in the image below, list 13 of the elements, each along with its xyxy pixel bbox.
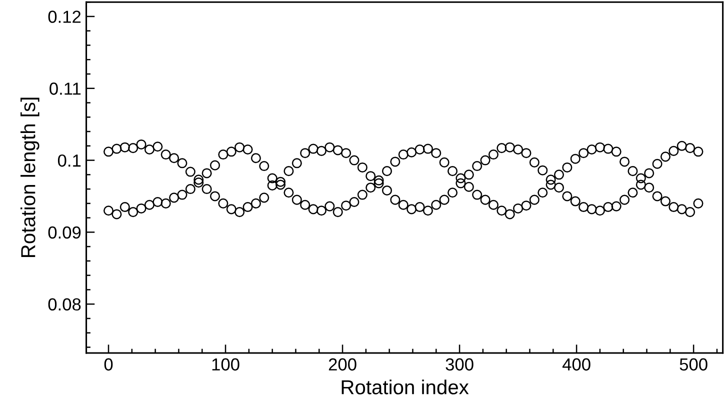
- x-axis-title: Rotation index: [342, 380, 469, 394]
- y-axis-title: Rotation length [s]: [20, 98, 40, 258]
- x-tick-label: 300: [446, 358, 474, 371]
- x-tick-label: 500: [680, 358, 708, 371]
- y-tick-label: 0.11: [50, 82, 81, 95]
- y-tick-label: 0.12: [48, 10, 81, 23]
- x-tick-label: 200: [328, 358, 356, 371]
- y-tick-label: 0.08: [48, 298, 81, 311]
- y-tick-label: 0.1: [58, 154, 81, 167]
- x-tick-label: 400: [562, 358, 590, 371]
- y-tick-label: 0.09: [48, 226, 81, 239]
- x-tick-label: 0: [104, 358, 113, 371]
- x-tick-label: 100: [212, 358, 240, 371]
